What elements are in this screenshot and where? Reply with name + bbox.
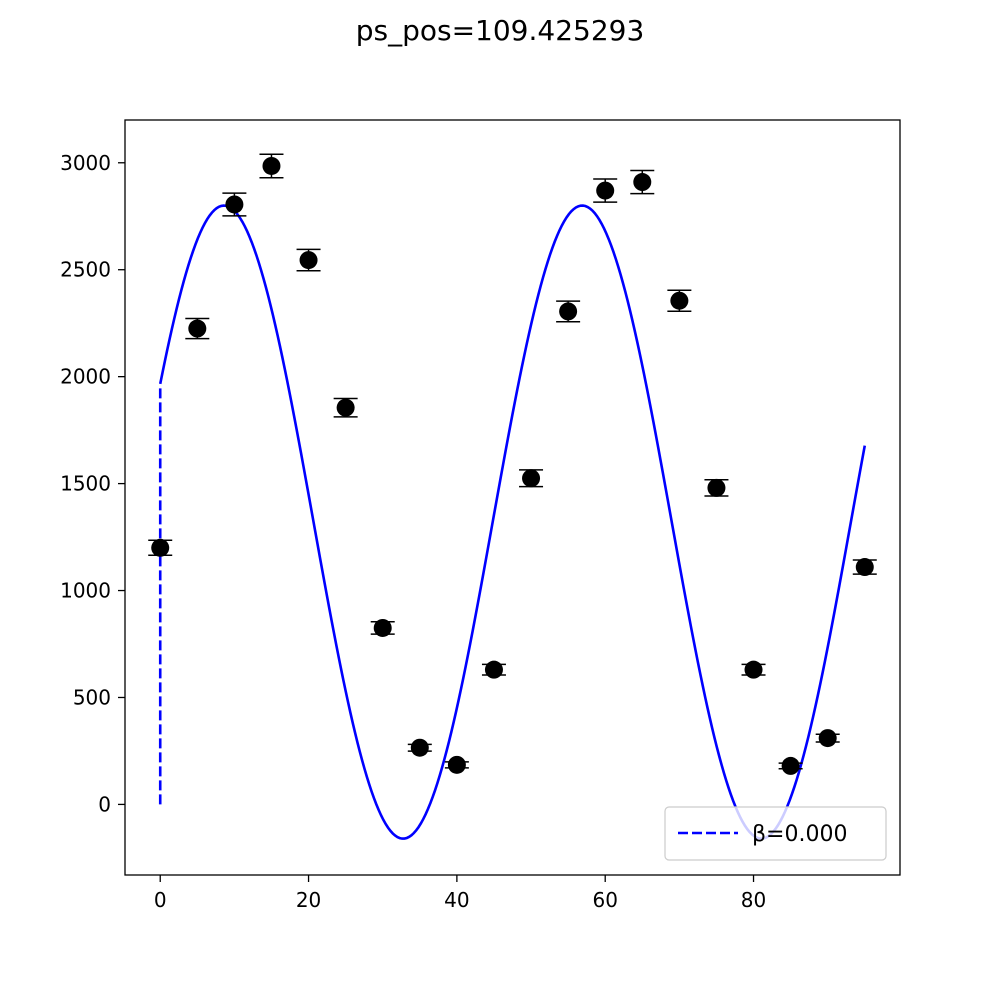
data-point bbox=[522, 469, 541, 488]
data-point bbox=[447, 755, 466, 774]
data-point bbox=[559, 302, 578, 321]
points-layer bbox=[151, 156, 874, 775]
y-tick-label: 500 bbox=[73, 685, 111, 709]
errorbars-layer bbox=[148, 153, 877, 770]
data-point bbox=[818, 729, 837, 748]
x-tick-label: 40 bbox=[444, 888, 469, 912]
data-point bbox=[410, 738, 429, 757]
data-point bbox=[633, 173, 652, 192]
data-point bbox=[484, 660, 503, 679]
data-point bbox=[670, 291, 689, 310]
y-tick-label: 3000 bbox=[60, 151, 111, 175]
x-tick-label: 60 bbox=[592, 888, 617, 912]
legend-box bbox=[664, 806, 887, 861]
data-point bbox=[744, 660, 763, 679]
data-point bbox=[262, 156, 281, 175]
fit-curve bbox=[158, 204, 867, 840]
legend: β=0.000 bbox=[664, 806, 887, 861]
y-tick-label: 0 bbox=[98, 792, 111, 816]
data-point bbox=[707, 478, 726, 497]
data-point bbox=[855, 558, 874, 577]
curves-layer bbox=[158, 204, 867, 840]
chart-title: ps_pos=109.425293 bbox=[355, 14, 645, 47]
data-point bbox=[596, 181, 615, 200]
x-tick-label: 20 bbox=[296, 888, 321, 912]
data-point bbox=[373, 618, 392, 637]
x-tick-label: 0 bbox=[154, 888, 167, 912]
x-axis: 0 20 40 60 80 bbox=[154, 875, 766, 912]
data-point bbox=[225, 195, 244, 214]
plot-frame bbox=[124, 119, 901, 876]
data-point bbox=[336, 398, 355, 417]
y-tick-label: 1500 bbox=[60, 472, 111, 496]
y-axis: 0 500 1000 1500 2000 2500 3000 bbox=[60, 151, 125, 816]
legend-label: β=0.000 bbox=[752, 822, 847, 847]
data-point bbox=[188, 319, 207, 338]
x-tick-label: 80 bbox=[741, 888, 766, 912]
data-point bbox=[299, 251, 318, 270]
data-point bbox=[151, 538, 170, 557]
data-point bbox=[781, 756, 800, 775]
y-tick-label: 1000 bbox=[60, 579, 111, 603]
y-tick-label: 2500 bbox=[60, 258, 111, 282]
y-tick-label: 2000 bbox=[60, 365, 111, 389]
